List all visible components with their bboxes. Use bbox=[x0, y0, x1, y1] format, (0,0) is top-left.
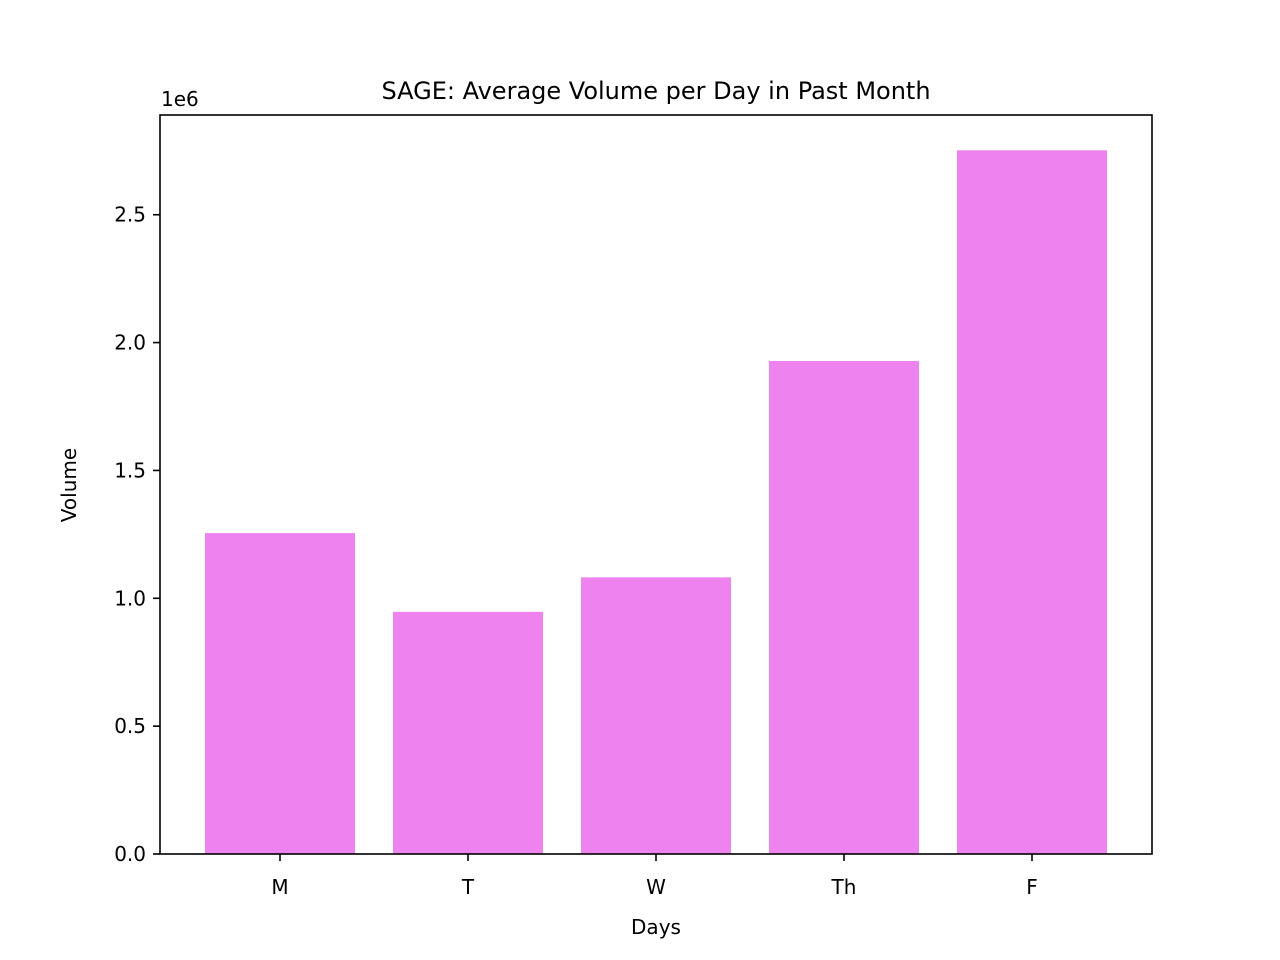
y-tick-label: 2.0 bbox=[114, 331, 146, 355]
y-axis-label: Volume bbox=[57, 448, 81, 522]
bar-w bbox=[581, 577, 731, 854]
chart-title: SAGE: Average Volume per Day in Past Mon… bbox=[381, 77, 930, 105]
plot-area-frame bbox=[159, 114, 1153, 855]
x-axis-ticks: M T W Th F bbox=[271, 854, 1038, 899]
y-tick-label: 1.0 bbox=[114, 586, 146, 610]
bar-f bbox=[957, 150, 1107, 854]
y-axis-offset-label: 1e6 bbox=[161, 87, 199, 111]
x-axis-label: Days bbox=[631, 915, 681, 939]
x-tick-label: Th bbox=[831, 875, 857, 899]
x-tick-label: M bbox=[271, 875, 288, 899]
y-tick-label: 1.5 bbox=[114, 458, 146, 482]
y-tick-label: 0.5 bbox=[114, 714, 146, 738]
bar-t bbox=[393, 611, 543, 854]
bar-m bbox=[205, 533, 355, 854]
x-tick-label: T bbox=[461, 875, 475, 899]
y-tick-label: 0.0 bbox=[114, 842, 146, 866]
x-tick-label: F bbox=[1026, 875, 1038, 899]
bars-group bbox=[205, 150, 1107, 854]
bar-th bbox=[769, 360, 919, 854]
y-tick-label: 2.5 bbox=[114, 203, 146, 227]
x-tick-label: W bbox=[646, 875, 666, 899]
y-axis-ticks: 0.0 0.5 1.0 1.5 2.0 2.5 bbox=[114, 203, 160, 866]
